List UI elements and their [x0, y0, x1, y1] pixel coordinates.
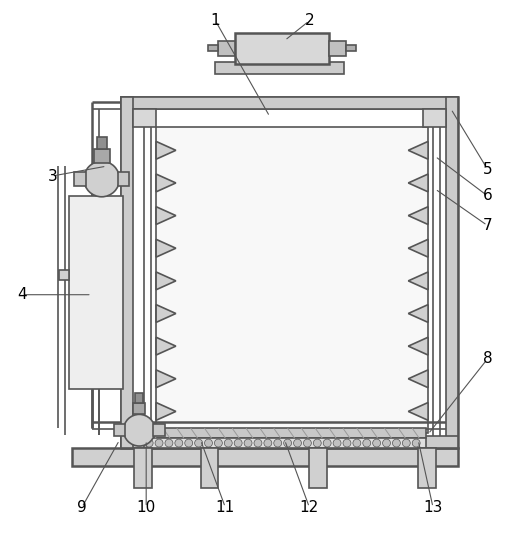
Bar	[133, 403, 145, 415]
Circle shape	[392, 439, 401, 447]
Polygon shape	[156, 304, 176, 322]
Circle shape	[123, 415, 155, 446]
Bar	[329, 40, 346, 56]
Circle shape	[403, 439, 410, 447]
Bar	[215, 62, 344, 74]
Polygon shape	[156, 370, 176, 388]
Polygon shape	[156, 207, 176, 224]
Circle shape	[254, 439, 262, 447]
Text: 1: 1	[210, 13, 220, 28]
Circle shape	[333, 439, 341, 447]
Text: 12: 12	[300, 500, 319, 515]
Bar	[219, 40, 235, 56]
Text: 8: 8	[483, 352, 492, 366]
Circle shape	[373, 439, 381, 447]
Circle shape	[274, 439, 282, 447]
Text: 7: 7	[483, 218, 492, 233]
Polygon shape	[408, 240, 428, 257]
Bar	[156, 127, 428, 433]
Bar	[114, 424, 125, 436]
Polygon shape	[156, 174, 176, 192]
Circle shape	[323, 439, 331, 447]
Bar	[69, 196, 123, 389]
Bar	[144, 428, 426, 438]
Bar	[346, 46, 356, 52]
Polygon shape	[408, 174, 428, 192]
Bar	[97, 137, 106, 149]
Bar	[144, 438, 426, 448]
Text: 6: 6	[483, 188, 492, 204]
Bar	[122, 97, 458, 109]
Circle shape	[224, 439, 232, 447]
Bar	[135, 393, 143, 403]
Bar	[153, 424, 165, 436]
Circle shape	[84, 161, 120, 197]
Circle shape	[304, 439, 311, 447]
Bar	[133, 109, 156, 127]
Polygon shape	[156, 141, 176, 159]
Text: 11: 11	[215, 500, 235, 515]
Circle shape	[185, 439, 193, 447]
Bar	[122, 97, 133, 448]
Bar	[309, 448, 327, 488]
Text: 2: 2	[305, 13, 314, 28]
Circle shape	[264, 439, 272, 447]
Text: 4: 4	[18, 287, 27, 302]
Bar	[446, 97, 458, 448]
Bar	[122, 436, 458, 448]
Circle shape	[412, 439, 420, 447]
Circle shape	[283, 439, 292, 447]
Bar	[72, 448, 458, 466]
Circle shape	[363, 439, 371, 447]
Polygon shape	[156, 240, 176, 257]
Polygon shape	[408, 272, 428, 290]
Polygon shape	[408, 304, 428, 322]
Bar	[118, 172, 129, 186]
Polygon shape	[156, 272, 176, 290]
Circle shape	[294, 439, 302, 447]
Bar	[235, 33, 329, 64]
Polygon shape	[156, 337, 176, 355]
Polygon shape	[408, 337, 428, 355]
Circle shape	[214, 439, 223, 447]
Bar	[134, 448, 152, 488]
Polygon shape	[408, 141, 428, 159]
Text: 5: 5	[483, 162, 492, 177]
Circle shape	[353, 439, 361, 447]
Circle shape	[165, 439, 173, 447]
Polygon shape	[408, 370, 428, 388]
Circle shape	[383, 439, 390, 447]
Bar	[201, 448, 219, 488]
Polygon shape	[408, 403, 428, 420]
Bar	[122, 97, 458, 448]
Bar	[94, 149, 110, 163]
Circle shape	[155, 439, 163, 447]
Text: 10: 10	[136, 500, 156, 515]
Circle shape	[343, 439, 351, 447]
Circle shape	[234, 439, 242, 447]
Polygon shape	[156, 403, 176, 420]
Text: 3: 3	[47, 169, 57, 184]
Bar	[418, 448, 436, 488]
Bar	[74, 172, 86, 186]
Circle shape	[195, 439, 203, 447]
Circle shape	[244, 439, 252, 447]
Circle shape	[175, 439, 183, 447]
Bar	[208, 46, 219, 52]
Bar	[59, 270, 69, 280]
Polygon shape	[408, 207, 428, 224]
Circle shape	[145, 439, 153, 447]
Circle shape	[313, 439, 321, 447]
Bar	[423, 109, 446, 127]
Circle shape	[204, 439, 212, 447]
Text: 9: 9	[77, 500, 87, 515]
Text: 13: 13	[423, 500, 443, 515]
